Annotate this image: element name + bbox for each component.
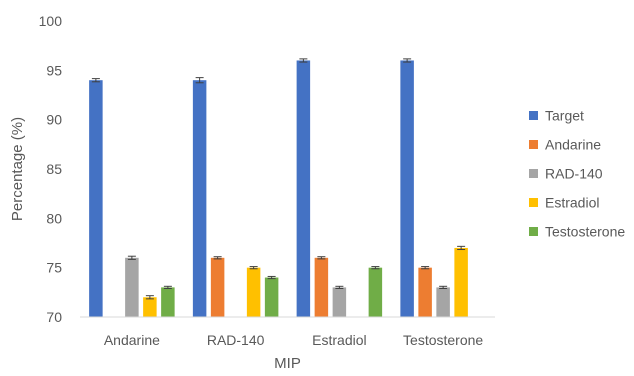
bar-rad-140-estradiol (332, 287, 347, 317)
bar-andarine-rad-140 (210, 257, 225, 317)
bar-testosterone-andarine (161, 287, 175, 317)
legend-label-estradiol: Estradiol (545, 195, 599, 211)
bar-rad-140-testosterone (436, 287, 450, 317)
y-axis-label: Percentage (%) (9, 117, 26, 221)
bar-target-estradiol (296, 60, 311, 317)
legend: Target Andarine RAD-140 Estradiol Testostero… (529, 108, 625, 240)
y-axis-ticks: 70 75 80 85 90 95 100 (39, 13, 63, 325)
legend-swatch-estradiol (529, 198, 538, 207)
bar-estradiol-andarine (143, 297, 157, 317)
bar-testosterone-rad-140 (264, 277, 279, 317)
legend-label-andarine: Andarine (545, 137, 601, 153)
x-tick-label: Testosterone (403, 332, 483, 348)
y-tick-label: 75 (46, 260, 62, 276)
bar-target-rad-140 (192, 80, 207, 317)
legend-swatch-rad-140 (529, 169, 538, 178)
bar-estradiol-rad-140 (246, 267, 261, 317)
bar-andarine-estradiol (314, 257, 329, 317)
bar-rad-140-andarine (125, 257, 139, 317)
x-tick-label: RAD-140 (207, 332, 265, 348)
legend-swatch-andarine (529, 140, 538, 149)
legend-swatch-target (529, 111, 538, 120)
y-tick-label: 85 (46, 161, 62, 177)
legend-swatch-testosterone (529, 227, 538, 236)
y-tick-label: 95 (46, 62, 62, 78)
bar-estradiol-testosterone (454, 247, 468, 317)
y-tick-label: 100 (39, 13, 63, 29)
bar-andarine-testosterone (418, 267, 432, 317)
x-axis-label: MIP (274, 355, 301, 371)
bars-group (89, 60, 468, 317)
y-tick-label: 90 (46, 112, 62, 128)
y-tick-label: 70 (46, 309, 62, 325)
x-tick-label: Estradiol (312, 332, 366, 348)
legend-label-testosterone: Testosterone (545, 224, 625, 240)
bar-target-testosterone (400, 60, 414, 317)
legend-label-target: Target (545, 108, 584, 124)
x-tick-label: Andarine (104, 332, 160, 348)
bar-target-andarine (89, 80, 103, 317)
x-axis-ticks: Andarine RAD-140 Estradiol Testosterone (104, 332, 484, 348)
y-tick-label: 80 (46, 210, 62, 226)
bar-testosterone-estradiol (368, 267, 383, 317)
error-bars-group (91, 58, 466, 300)
legend-label-rad-140: RAD-140 (545, 166, 603, 182)
